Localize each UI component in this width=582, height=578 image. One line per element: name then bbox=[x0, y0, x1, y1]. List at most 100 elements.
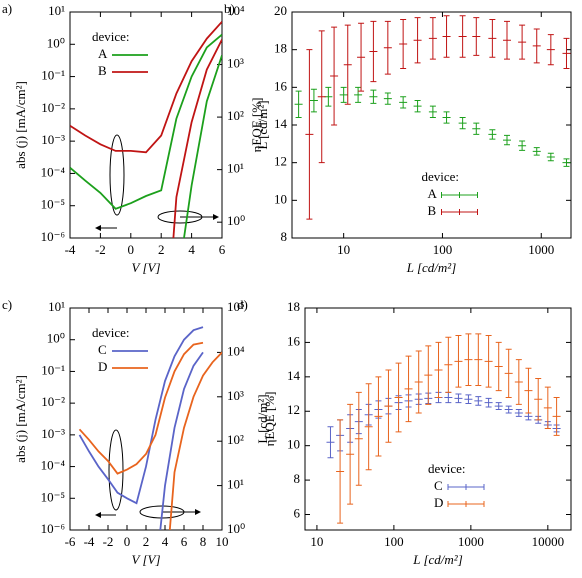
y2-tick-label: 10⁴ bbox=[227, 3, 245, 18]
error-bar bbox=[414, 350, 423, 414]
legend-label: C bbox=[434, 478, 443, 493]
x-tick-label: 10 bbox=[216, 534, 229, 549]
y2-tick-label: 10⁴ bbox=[227, 343, 245, 358]
plot-area bbox=[294, 15, 571, 220]
annotation-ellipse bbox=[109, 134, 125, 216]
y-tick-label: 16 bbox=[287, 333, 301, 348]
error-bar bbox=[346, 403, 355, 505]
error-bar bbox=[484, 397, 493, 408]
y-tick-label: 10⁻⁴ bbox=[41, 164, 66, 179]
y2-axis-label: L [cd/m²] bbox=[255, 100, 270, 149]
error-bar bbox=[464, 333, 473, 386]
legend-label: D bbox=[434, 495, 443, 510]
y-tick-label: 10⁻⁶ bbox=[41, 521, 65, 536]
y-tick-label: 8 bbox=[294, 471, 301, 486]
legend-title: device: bbox=[92, 29, 130, 44]
y-tick-label: 12 bbox=[274, 154, 287, 169]
x-tick-label: 10 bbox=[337, 242, 350, 257]
error-bar bbox=[442, 111, 451, 124]
error-bar bbox=[343, 24, 352, 105]
y-tick-label: 14 bbox=[287, 368, 301, 383]
legend-label: B bbox=[98, 63, 107, 78]
y2-tick-label: 10³ bbox=[227, 56, 244, 71]
x-tick-label: -2 bbox=[95, 242, 106, 257]
data-line bbox=[159, 351, 204, 530]
error-bar bbox=[354, 391, 363, 486]
error-bar bbox=[444, 336, 453, 393]
data-line bbox=[183, 55, 222, 238]
error-bar bbox=[336, 419, 345, 524]
y-tick-label: 10⁻¹ bbox=[41, 362, 65, 377]
data-line bbox=[70, 21, 222, 154]
panel-label: c) bbox=[2, 297, 12, 312]
x-tick-label: -6 bbox=[65, 534, 76, 549]
error-bar bbox=[330, 26, 339, 126]
x-axis-label: V [V] bbox=[131, 260, 160, 275]
panel-label: a) bbox=[2, 1, 12, 16]
error-bar bbox=[474, 396, 483, 406]
x-tick-label: 6 bbox=[181, 534, 188, 549]
panel: c) -6 -4 -2 0 2 4 6 8 10 10⁻⁶ 10⁻⁵ 10⁻⁴ 10⁻³ 10⁻² 10⁻¹ 1… bbox=[2, 297, 270, 567]
plot-area bbox=[326, 333, 561, 524]
error-bar bbox=[532, 28, 541, 64]
error-bar bbox=[474, 333, 483, 386]
x-axis-label: L [cd/m²] bbox=[406, 260, 457, 275]
x-tick-label: 6 bbox=[219, 242, 226, 257]
x-tick-label: 0 bbox=[124, 534, 131, 549]
error-bar bbox=[484, 335, 493, 388]
error-bar bbox=[324, 86, 333, 107]
annotation-ellipse bbox=[108, 429, 124, 511]
error-bar bbox=[444, 391, 453, 404]
x-tick-label: 8 bbox=[200, 534, 207, 549]
y-tick-label: 8 bbox=[281, 229, 288, 244]
error-bar bbox=[504, 348, 513, 398]
y-tick-label: 10⁻⁴ bbox=[41, 458, 66, 473]
x-tick-label: -2 bbox=[103, 534, 114, 549]
error-bar bbox=[546, 34, 555, 66]
y2-tick-label: 10² bbox=[227, 432, 244, 447]
y2-tick-label: 10¹ bbox=[227, 161, 244, 176]
y-tick-label: 10 bbox=[287, 437, 300, 452]
y2-axis-label: L [cd/m²] bbox=[255, 394, 270, 443]
data-line bbox=[78, 341, 204, 475]
x-axis-label: L [cd/m²] bbox=[412, 552, 463, 567]
error-bar bbox=[518, 140, 527, 151]
legend-title: device: bbox=[428, 461, 466, 476]
y-tick-label: 20 bbox=[274, 3, 287, 18]
error-bar bbox=[374, 376, 383, 457]
error-bar bbox=[472, 17, 481, 56]
error-bar bbox=[384, 369, 393, 443]
y-axis-label: abs (j) [mA/cm²] bbox=[13, 81, 28, 169]
y-tick-label: 12 bbox=[287, 402, 300, 417]
y-tick-label: 16 bbox=[274, 78, 288, 93]
error-bar bbox=[543, 386, 552, 429]
y-tick-label: 10⁰ bbox=[47, 35, 65, 50]
legend-label: A bbox=[428, 186, 438, 201]
y-tick-label: 10⁻³ bbox=[41, 426, 65, 441]
x-tick-label: 1000 bbox=[528, 242, 554, 257]
data-line bbox=[78, 326, 204, 505]
error-bar bbox=[562, 37, 571, 69]
plot-frame bbox=[304, 307, 572, 531]
error-bar bbox=[383, 20, 392, 75]
x-tick-label: 2 bbox=[158, 242, 165, 257]
error-bar bbox=[502, 20, 511, 60]
y-tick-label: 10¹ bbox=[48, 3, 65, 18]
error-bar bbox=[383, 92, 392, 105]
panel-label: b) bbox=[224, 1, 235, 16]
legend-label: A bbox=[98, 46, 108, 61]
error-bar bbox=[317, 30, 326, 164]
y-axis-label: abs (j) [mA/cm²] bbox=[13, 375, 28, 463]
annotations bbox=[95, 134, 219, 519]
error-bar bbox=[532, 147, 541, 156]
error-bar bbox=[488, 129, 497, 140]
data-line bbox=[70, 33, 222, 210]
x-tick-label: 10 bbox=[310, 534, 323, 549]
x-tick-label: 4 bbox=[188, 242, 195, 257]
error-bar bbox=[504, 405, 513, 414]
error-bar bbox=[524, 367, 533, 414]
y-tick-label: 10⁻² bbox=[41, 100, 65, 115]
data-line bbox=[172, 39, 222, 238]
error-bar bbox=[413, 100, 422, 113]
